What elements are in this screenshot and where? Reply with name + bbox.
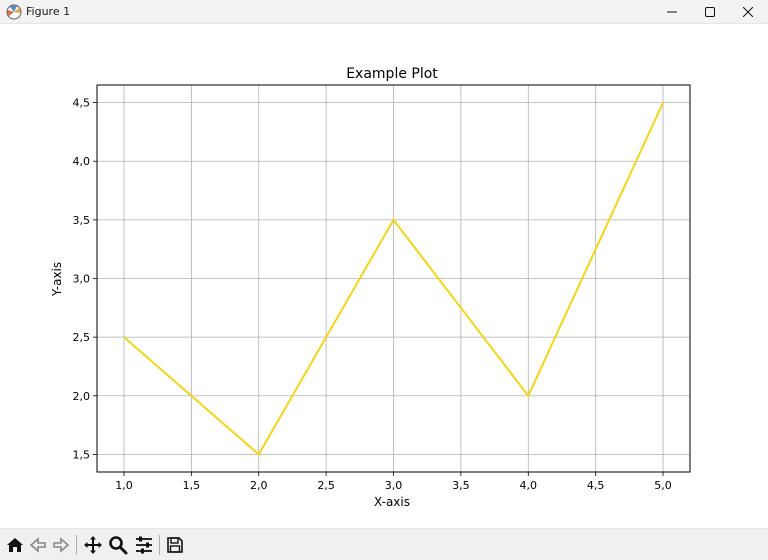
chart-title: Example Plot xyxy=(346,66,438,82)
floppy-disk-icon xyxy=(167,537,183,553)
navigation-toolbar xyxy=(0,528,768,560)
pan-button[interactable] xyxy=(82,534,104,556)
figure-canvas[interactable]: 1,0 1,5 2,0 2,5 3,0 3,5 4,0 4,5 5,0 1,5 2,0 2,5 3,0 3… xyxy=(0,24,768,528)
y-tick-label: 4,0 xyxy=(73,155,91,168)
close-button[interactable] xyxy=(729,0,767,24)
y-axis-label: Y-axis xyxy=(50,262,64,297)
tick-layer: 1,0 1,5 2,0 2,5 3,0 3,5 4,0 4,5 5,0 1,5 2,0 2,5 3,0 3… xyxy=(73,97,672,492)
zoom-button[interactable] xyxy=(107,534,129,556)
toolbar-separator xyxy=(76,535,77,555)
x-tick-label: 4,0 xyxy=(520,479,538,492)
sliders-icon xyxy=(136,536,152,554)
arrow-left-icon xyxy=(29,537,46,553)
x-tick-label: 2,0 xyxy=(250,479,268,492)
x-tick-label: 5,0 xyxy=(654,479,672,492)
y-tick-label: 4,5 xyxy=(73,97,91,110)
x-tick-label: 2,5 xyxy=(317,479,335,492)
save-button[interactable] xyxy=(164,534,186,556)
configure-subplots-button[interactable] xyxy=(133,534,155,556)
x-tick-label: 1,5 xyxy=(183,479,201,492)
magnifier-icon xyxy=(109,536,128,555)
maximize-button[interactable] xyxy=(691,0,729,24)
toolbar-separator xyxy=(159,535,160,555)
close-icon xyxy=(743,7,753,17)
move-icon xyxy=(84,536,102,554)
maximize-icon xyxy=(705,7,715,17)
y-tick-label: 1,5 xyxy=(73,448,91,461)
matplotlib-logo-icon xyxy=(6,4,22,20)
x-tick-label: 4,5 xyxy=(587,479,605,492)
y-tick-label: 2,0 xyxy=(73,390,91,403)
home-icon xyxy=(7,538,23,552)
minimize-button[interactable] xyxy=(653,0,691,24)
minimize-icon xyxy=(667,11,677,13)
x-tick-label: 1,0 xyxy=(115,479,133,492)
x-axis-label: X-axis xyxy=(374,495,410,509)
x-tick-label: 3,0 xyxy=(385,479,403,492)
back-button[interactable] xyxy=(27,534,49,556)
x-tick-label: 3,5 xyxy=(452,479,470,492)
y-tick-label: 3,5 xyxy=(73,214,91,227)
line-chart: 1,0 1,5 2,0 2,5 3,0 3,5 4,0 4,5 5,0 1,5 2,0 2,5 3,0 3… xyxy=(50,66,691,509)
home-button[interactable] xyxy=(4,534,26,556)
y-tick-label: 2,5 xyxy=(73,331,91,344)
arrow-right-icon xyxy=(53,537,70,553)
y-tick-label: 3,0 xyxy=(73,273,91,286)
series-layer xyxy=(123,102,664,456)
window-titlebar: Figure 1 xyxy=(0,0,768,24)
grid-layer xyxy=(97,85,690,472)
window-title: Figure 1 xyxy=(26,5,71,18)
forward-button[interactable] xyxy=(50,534,72,556)
